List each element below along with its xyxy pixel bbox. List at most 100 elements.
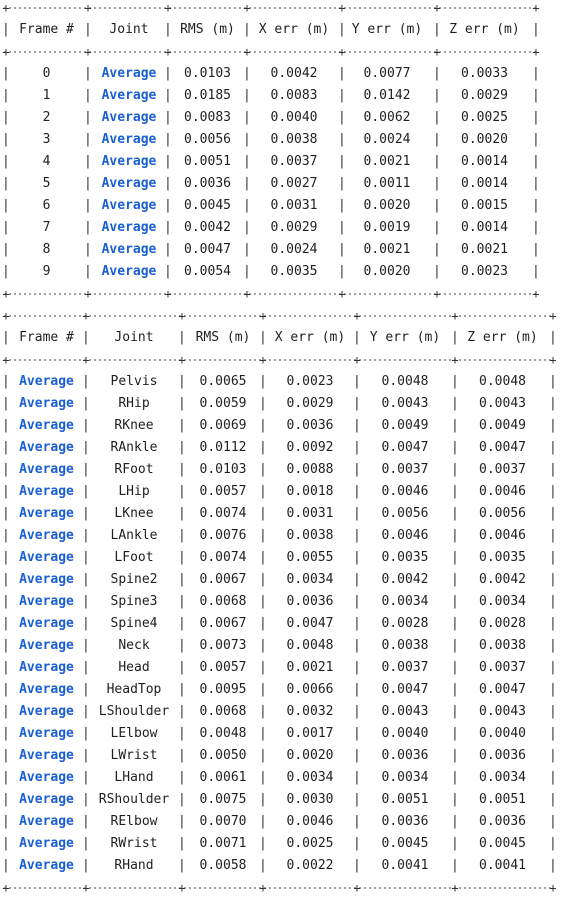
svg-text:+: + <box>353 353 360 367</box>
table-cell: 0.0103 <box>184 66 231 81</box>
column-divider: | <box>451 792 459 807</box>
table-cell: 0.0070 <box>199 814 247 829</box>
average-link[interactable]: Average <box>19 572 74 587</box>
table-cell: 0.0043 <box>381 396 429 411</box>
column-divider: | <box>164 220 172 235</box>
average-link[interactable]: Average <box>19 726 74 741</box>
table-cell: 0.0034 <box>479 594 526 609</box>
column-divider: | <box>82 374 90 389</box>
average-link[interactable]: Average <box>101 110 157 125</box>
column-divider: | <box>84 176 92 191</box>
column-divider: | <box>532 154 540 169</box>
table-cell: 4 <box>42 154 51 169</box>
column-divider: | <box>259 550 267 565</box>
column-divider: | <box>243 132 251 147</box>
average-link[interactable]: Average <box>19 858 74 873</box>
table-row: | | | | | | | Average Neck 0.0073 0.0048 0.0038 0.00… <box>0 635 557 657</box>
table-cell: 0.0046 <box>381 484 429 499</box>
column-divider: | <box>2 594 10 609</box>
column-divider: | <box>178 792 186 807</box>
average-link[interactable]: Average <box>101 88 157 103</box>
average-link[interactable]: Average <box>101 66 157 81</box>
column-divider: | <box>84 66 92 81</box>
column-divider: | <box>84 22 92 37</box>
column-divider: | <box>451 770 459 785</box>
average-link[interactable]: Average <box>19 484 74 499</box>
average-link[interactable]: Average <box>19 374 74 389</box>
svg-text:+: + <box>532 287 539 301</box>
average-link[interactable]: Average <box>101 242 157 257</box>
column-header: Z err (m) <box>449 22 520 37</box>
table-cell: 0.0061 <box>199 770 247 785</box>
table-cell: 3 <box>42 132 51 147</box>
average-link[interactable]: Average <box>19 616 74 631</box>
average-link[interactable]: Average <box>101 198 157 213</box>
column-divider: | <box>549 594 557 609</box>
svg-text:+: + <box>259 881 266 895</box>
column-divider: | <box>259 396 267 411</box>
column-divider: | <box>353 748 361 763</box>
column-divider: | <box>82 858 90 873</box>
average-link[interactable]: Average <box>101 176 157 191</box>
average-link[interactable]: Average <box>19 418 74 433</box>
table-row: | | | | | | | Average RKnee 0.0069 0.0036 0.0049 0.0… <box>0 415 557 437</box>
table-cell: 0.0042 <box>381 572 429 587</box>
average-link[interactable]: Average <box>19 396 74 411</box>
average-link[interactable]: Average <box>101 220 157 235</box>
column-divider: | <box>2 484 10 499</box>
column-header: RMS (m) <box>180 22 235 37</box>
average-link[interactable]: Average <box>101 264 157 279</box>
column-header: Y err (m) <box>351 22 423 37</box>
average-link[interactable]: Average <box>19 550 74 565</box>
column-divider: | <box>549 704 557 719</box>
average-link[interactable]: Average <box>19 792 74 807</box>
table-cell: Spine2 <box>110 572 158 587</box>
column-divider: | <box>178 704 186 719</box>
column-divider: | <box>82 484 90 499</box>
column-divider: | <box>338 66 346 81</box>
table-cell: 0.0047 <box>479 682 526 697</box>
column-divider: | <box>2 726 10 741</box>
table-cell: 0.0035 <box>270 264 318 279</box>
column-divider: | <box>82 550 90 565</box>
table-cell: 0.0014 <box>461 220 508 235</box>
table-row: | | | | | | | Average RHand 0.0058 0.0022 0.0041 0.0… <box>0 855 557 877</box>
column-divider: | <box>532 242 540 257</box>
column-divider: | <box>84 198 92 213</box>
table-cell: 0.0046 <box>381 528 429 543</box>
average-link[interactable]: Average <box>19 814 74 829</box>
column-divider: | <box>178 550 186 565</box>
column-divider: | <box>84 132 92 147</box>
average-link[interactable]: Average <box>101 154 157 169</box>
column-divider: | <box>82 572 90 587</box>
column-divider: | <box>549 858 557 873</box>
table-cell: 0.0067 <box>199 616 247 631</box>
table-cell: 0.0027 <box>270 176 318 191</box>
table-cell: 0.0020 <box>363 198 411 213</box>
table-cell: 0.0043 <box>381 704 429 719</box>
table-cell: 0.0043 <box>479 704 526 719</box>
table-cell: 0.0041 <box>479 858 526 873</box>
average-link[interactable]: Average <box>19 682 74 697</box>
average-link[interactable]: Average <box>19 462 74 477</box>
average-link[interactable]: Average <box>19 506 74 521</box>
column-divider: | <box>243 154 251 169</box>
table-row: | | | | | | | 2 Average 0.0083 0.0040 0.0062 0.0025 <box>0 107 540 129</box>
table-cell: 0.0048 <box>286 638 334 653</box>
column-divider: | <box>2 572 10 587</box>
average-link[interactable]: Average <box>19 704 74 719</box>
column-divider: | <box>338 264 346 279</box>
column-header: Y err (m) <box>369 330 441 345</box>
average-link[interactable]: Average <box>19 638 74 653</box>
average-link[interactable]: Average <box>19 660 74 675</box>
average-link[interactable]: Average <box>19 440 74 455</box>
column-divider: | <box>178 594 186 609</box>
average-link[interactable]: Average <box>19 770 74 785</box>
average-link[interactable]: Average <box>19 528 74 543</box>
table-cell: 0.0048 <box>381 374 429 389</box>
average-link[interactable]: Average <box>19 836 74 851</box>
average-link[interactable]: Average <box>101 132 157 147</box>
average-link[interactable]: Average <box>19 594 74 609</box>
average-link[interactable]: Average <box>19 748 74 763</box>
table-row: | | | | | | | Average RHip 0.0059 0.0029 0.0043 0.00… <box>0 393 557 415</box>
